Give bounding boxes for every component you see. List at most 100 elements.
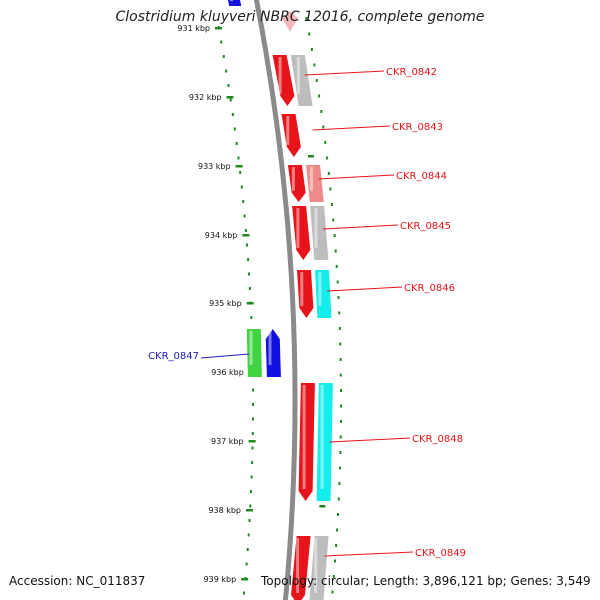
tick-mark (226, 96, 234, 99)
gene-leader-line (304, 70, 385, 76)
ruler-dot (227, 84, 230, 87)
ruler-dot (222, 55, 225, 58)
gene-features: CKR_0842 CKR_0843 CKR_0844 CKR_0845 CKR_0846… (148, 0, 466, 600)
ring-dot (339, 342, 342, 346)
gene-label: CKR_0846 (404, 283, 455, 294)
tick-label: 931 kbp (177, 24, 210, 33)
gene-leader-line (324, 551, 414, 557)
gene-arrow-reverse (265, 329, 281, 377)
outer-tick (307, 155, 314, 158)
tick-mark (215, 27, 222, 30)
ring-dot (332, 575, 335, 578)
tick-mark (248, 440, 256, 443)
tick-label: 938 kbp (208, 506, 241, 515)
ring-dot (334, 249, 337, 253)
ring-dot (338, 327, 341, 330)
gene-arrow (272, 55, 295, 106)
ruler-dot (250, 316, 253, 319)
ring-dot (315, 79, 318, 82)
gene-leader-line (327, 286, 403, 292)
ruler-dot (243, 214, 246, 218)
ruler-dot (225, 69, 228, 73)
gene-label: CKR_0843 (392, 122, 443, 133)
genome-backbone (253, 0, 298, 600)
gene-leader-line (318, 174, 395, 180)
ruler-dot (220, 40, 223, 44)
ruler-dot (235, 142, 238, 145)
tick-label: 934 kbp (205, 231, 238, 240)
gene-label: CKR_0845 (400, 221, 451, 232)
gene-label: CKR_0842 (386, 67, 437, 78)
tick-mark (246, 509, 253, 512)
ruler-dot (252, 388, 254, 392)
ring-dot (320, 110, 323, 113)
gene-leader-line (312, 125, 391, 131)
tick-mark (246, 302, 254, 305)
ring-dot (335, 544, 338, 547)
ruler-dot (249, 504, 252, 508)
ring-dot (330, 203, 333, 206)
topology-text: Topology: circular; Length: 3,896,121 bp… (261, 574, 591, 588)
cog-bar (315, 270, 332, 318)
gene-label: CKR_0848 (412, 434, 463, 445)
ring-dot (338, 482, 341, 485)
tick-mark (242, 234, 250, 237)
ring-dot (329, 187, 332, 191)
outer-ring (305, 17, 342, 594)
gene-partial-pink (282, 11, 298, 32)
ruler-dot (246, 548, 249, 551)
ring-dot (340, 389, 342, 392)
ring-dot (340, 404, 342, 408)
gene-arrow (291, 536, 311, 600)
ruler-dot (243, 591, 245, 595)
ruler-dot (251, 417, 254, 421)
ring-dot (305, 17, 308, 20)
gene-leader-line (200, 353, 250, 359)
ring-dot (334, 559, 336, 563)
tick-mark (241, 578, 249, 581)
ring-dot (339, 420, 342, 423)
ruler-dot (251, 446, 254, 450)
ring-dot (335, 265, 338, 268)
ruler-dot (233, 127, 236, 131)
tick-label: 936 kbp (211, 368, 244, 377)
cog-bar (290, 55, 313, 106)
cog-bar (316, 383, 333, 501)
gene-arrow (297, 270, 314, 318)
tick-label: 933 kbp (198, 162, 231, 171)
ruler-dot (246, 243, 248, 247)
outer-tick (319, 505, 326, 508)
ring-dot (327, 172, 330, 175)
ruler-dot (251, 432, 254, 435)
ruler-dot (229, 98, 232, 102)
gene-partial-blue (228, 0, 242, 6)
cog-bar (310, 206, 329, 260)
gene-label: CKR_0844 (396, 171, 447, 182)
ruler-dot (244, 229, 247, 232)
gene-arrow (292, 206, 311, 260)
ring-dot (333, 234, 336, 237)
ruler-dot (250, 475, 253, 479)
accession-text: Accession: NC_011837 (9, 574, 146, 588)
gene-arrow (281, 114, 301, 157)
cog-bar (309, 536, 329, 600)
gene-arrow (298, 383, 315, 501)
tick-label: 935 kbp (209, 299, 242, 308)
ruler-dot (247, 258, 250, 261)
gene-arrow (287, 165, 306, 202)
cog-bar (246, 329, 262, 377)
ruler-dot (252, 403, 254, 406)
ring-dot (331, 590, 334, 594)
ruler-dot (237, 156, 240, 160)
ring-dot (332, 218, 335, 222)
ruler-dot (248, 519, 251, 522)
gene-leader-line (322, 224, 399, 230)
ring-dot (339, 358, 342, 361)
gene-leader-line (329, 437, 411, 443)
ruler-dot (250, 490, 252, 493)
tick-label: 932 kbp (189, 93, 222, 102)
ruler-dot (239, 171, 242, 174)
ring-dot (339, 451, 342, 454)
map-title: Clostridium kluyveri NBRC 12016, complet… (115, 9, 485, 25)
gene-label: CKR_0849 (415, 548, 466, 559)
